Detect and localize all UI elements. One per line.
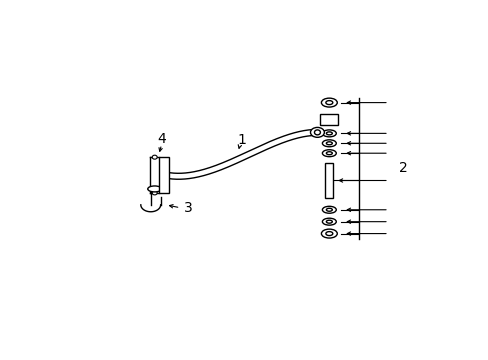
Text: 2: 2 <box>398 161 407 175</box>
Ellipse shape <box>152 191 157 195</box>
Ellipse shape <box>325 208 332 211</box>
Ellipse shape <box>152 155 157 159</box>
Ellipse shape <box>321 98 337 107</box>
Ellipse shape <box>325 152 332 155</box>
Ellipse shape <box>322 140 336 147</box>
Ellipse shape <box>322 130 336 137</box>
Ellipse shape <box>322 150 336 157</box>
Text: 1: 1 <box>237 133 246 147</box>
Ellipse shape <box>310 127 324 137</box>
Bar <box>158 157 168 193</box>
Text: 4: 4 <box>157 132 166 146</box>
Ellipse shape <box>325 142 332 145</box>
Bar <box>325 163 333 198</box>
Ellipse shape <box>322 206 336 213</box>
Ellipse shape <box>325 132 332 135</box>
Ellipse shape <box>322 218 336 225</box>
Ellipse shape <box>325 231 332 235</box>
Ellipse shape <box>314 130 320 135</box>
Ellipse shape <box>325 220 332 223</box>
Ellipse shape <box>321 229 337 238</box>
Ellipse shape <box>325 100 332 105</box>
Ellipse shape <box>147 186 162 192</box>
Text: 3: 3 <box>183 201 192 215</box>
Bar <box>320 113 338 125</box>
